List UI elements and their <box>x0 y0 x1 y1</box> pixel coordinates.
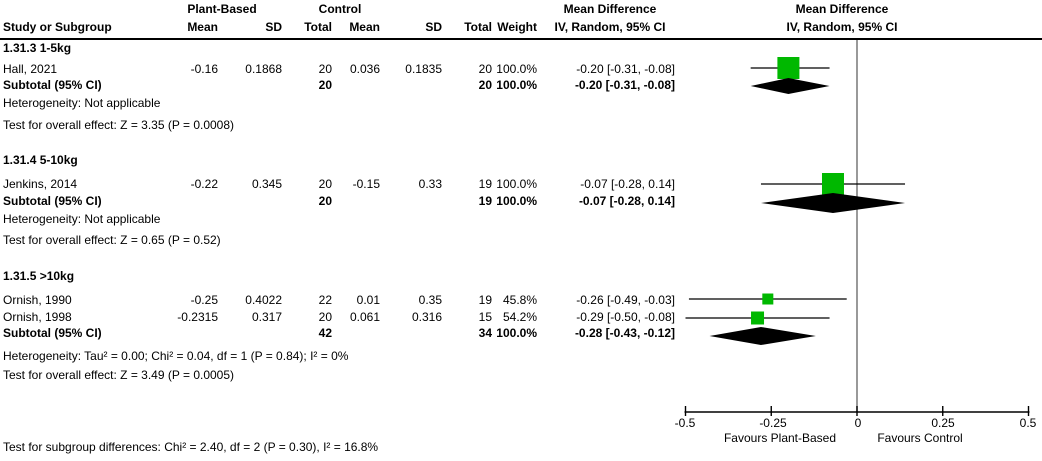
overall-effect-line-2: Test for overall effect: Z = 0.65 (P = 0… <box>3 233 221 247</box>
ci-estimate: -0.28 [-0.43, -0.12] <box>574 326 675 340</box>
col-study-subgroup: Study or Subgroup <box>3 20 112 34</box>
heterogeneity-line-3: Heterogeneity: Tau² = 0.00; Chi² = 0.04,… <box>3 349 349 363</box>
mean-difference-header-table: Mean Difference <box>563 2 657 16</box>
study-row-jenkins-2014: Jenkins, 2014 -0.22 0.345 20 -0.15 0.33 … <box>3 177 675 191</box>
study-label: Hall, 2021 <box>3 62 58 76</box>
col-total-1: Total <box>304 20 332 34</box>
mean-difference-header-plot: Mean Difference <box>795 2 889 16</box>
ci-estimate: -0.20 [-0.31, -0.08] <box>576 62 675 76</box>
subtotal-row-1: Subtotal (95% CI) 20 20 100.0% -0.20 [-0… <box>3 78 675 92</box>
subgroup-differences-line: Test for subgroup differences: Chi² = 2.… <box>3 440 379 454</box>
study-label: Jenkins, 2014 <box>3 177 78 191</box>
subtotal-row-2: Subtotal (95% CI) 20 19 100.0% -0.07 [-0… <box>3 194 675 208</box>
axis-tick-label: 0.5 <box>1019 416 1037 430</box>
study-label: Ornish, 1998 <box>3 310 72 324</box>
col-total-2: Total <box>464 20 492 34</box>
study-row-ornish-1998: Ornish, 1998 -0.2315 0.317 20 0.061 0.31… <box>3 310 675 324</box>
col-mean-2: Mean <box>349 20 380 34</box>
ci-estimate: -0.07 [-0.28, 0.14] <box>580 177 675 191</box>
subgroup-label-2: 1.31.4 5-10kg <box>3 153 78 167</box>
col-sd-1: SD <box>265 20 282 34</box>
axis-tick-label: 0.25 <box>931 416 955 430</box>
axis-tick-label: -0.5 <box>674 416 696 430</box>
ci-estimate: -0.20 [-0.31, -0.08] <box>574 78 675 92</box>
subgroup-label-1: 1.31.3 1-5kg <box>3 41 72 55</box>
col-sd-2: SD <box>425 20 442 34</box>
header-group-row: Plant-Based Control Mean Difference Mean… <box>0 1 1042 17</box>
overall-effect-line-3: Test for overall effect: Z = 3.49 (P = 0… <box>3 368 235 382</box>
group1-header: Plant-Based <box>187 2 257 16</box>
study-label: Ornish, 1990 <box>3 293 72 307</box>
col-ci-method-table: IV, Random, 95% CI <box>554 20 666 34</box>
subgroup-label-3: 1.31.5 >10kg <box>3 269 75 283</box>
header-column-row: Study or Subgroup Mean SD Total Mean SD … <box>0 19 1042 35</box>
axis-tick-label: -0.25 <box>759 416 787 430</box>
study-row-ornish-1990: Ornish, 1990 -0.25 0.4022 22 0.01 0.35 1… <box>3 293 675 307</box>
study-row-hall-2021: Hall, 2021 -0.16 0.1868 20 0.036 0.1835 … <box>3 62 675 76</box>
overall-effect-line-1: Test for overall effect: Z = 3.35 (P = 0… <box>3 118 235 132</box>
col-weight: Weight <box>497 20 537 34</box>
ci-estimate: -0.26 [-0.49, -0.03] <box>576 293 675 307</box>
col-mean-1: Mean <box>187 20 218 34</box>
group2-header: Control <box>318 2 362 16</box>
favours-left-label: Favours Plant-Based <box>723 431 837 445</box>
header-rule <box>0 38 1042 40</box>
subtotal-row-3: Subtotal (95% CI) 42 34 100.0% -0.28 [-0… <box>3 326 675 340</box>
axis-tick-label: 0 <box>854 416 862 430</box>
col-ci-method-plot: IV, Random, 95% CI <box>786 20 898 34</box>
ci-estimate: -0.29 [-0.50, -0.08] <box>576 310 675 324</box>
ci-estimate: -0.07 [-0.28, 0.14] <box>578 194 675 208</box>
favours-right-label: Favours Control <box>877 431 963 445</box>
heterogeneity-line-2: Heterogeneity: Not applicable <box>3 212 161 226</box>
heterogeneity-line-1: Heterogeneity: Not applicable <box>3 96 161 110</box>
